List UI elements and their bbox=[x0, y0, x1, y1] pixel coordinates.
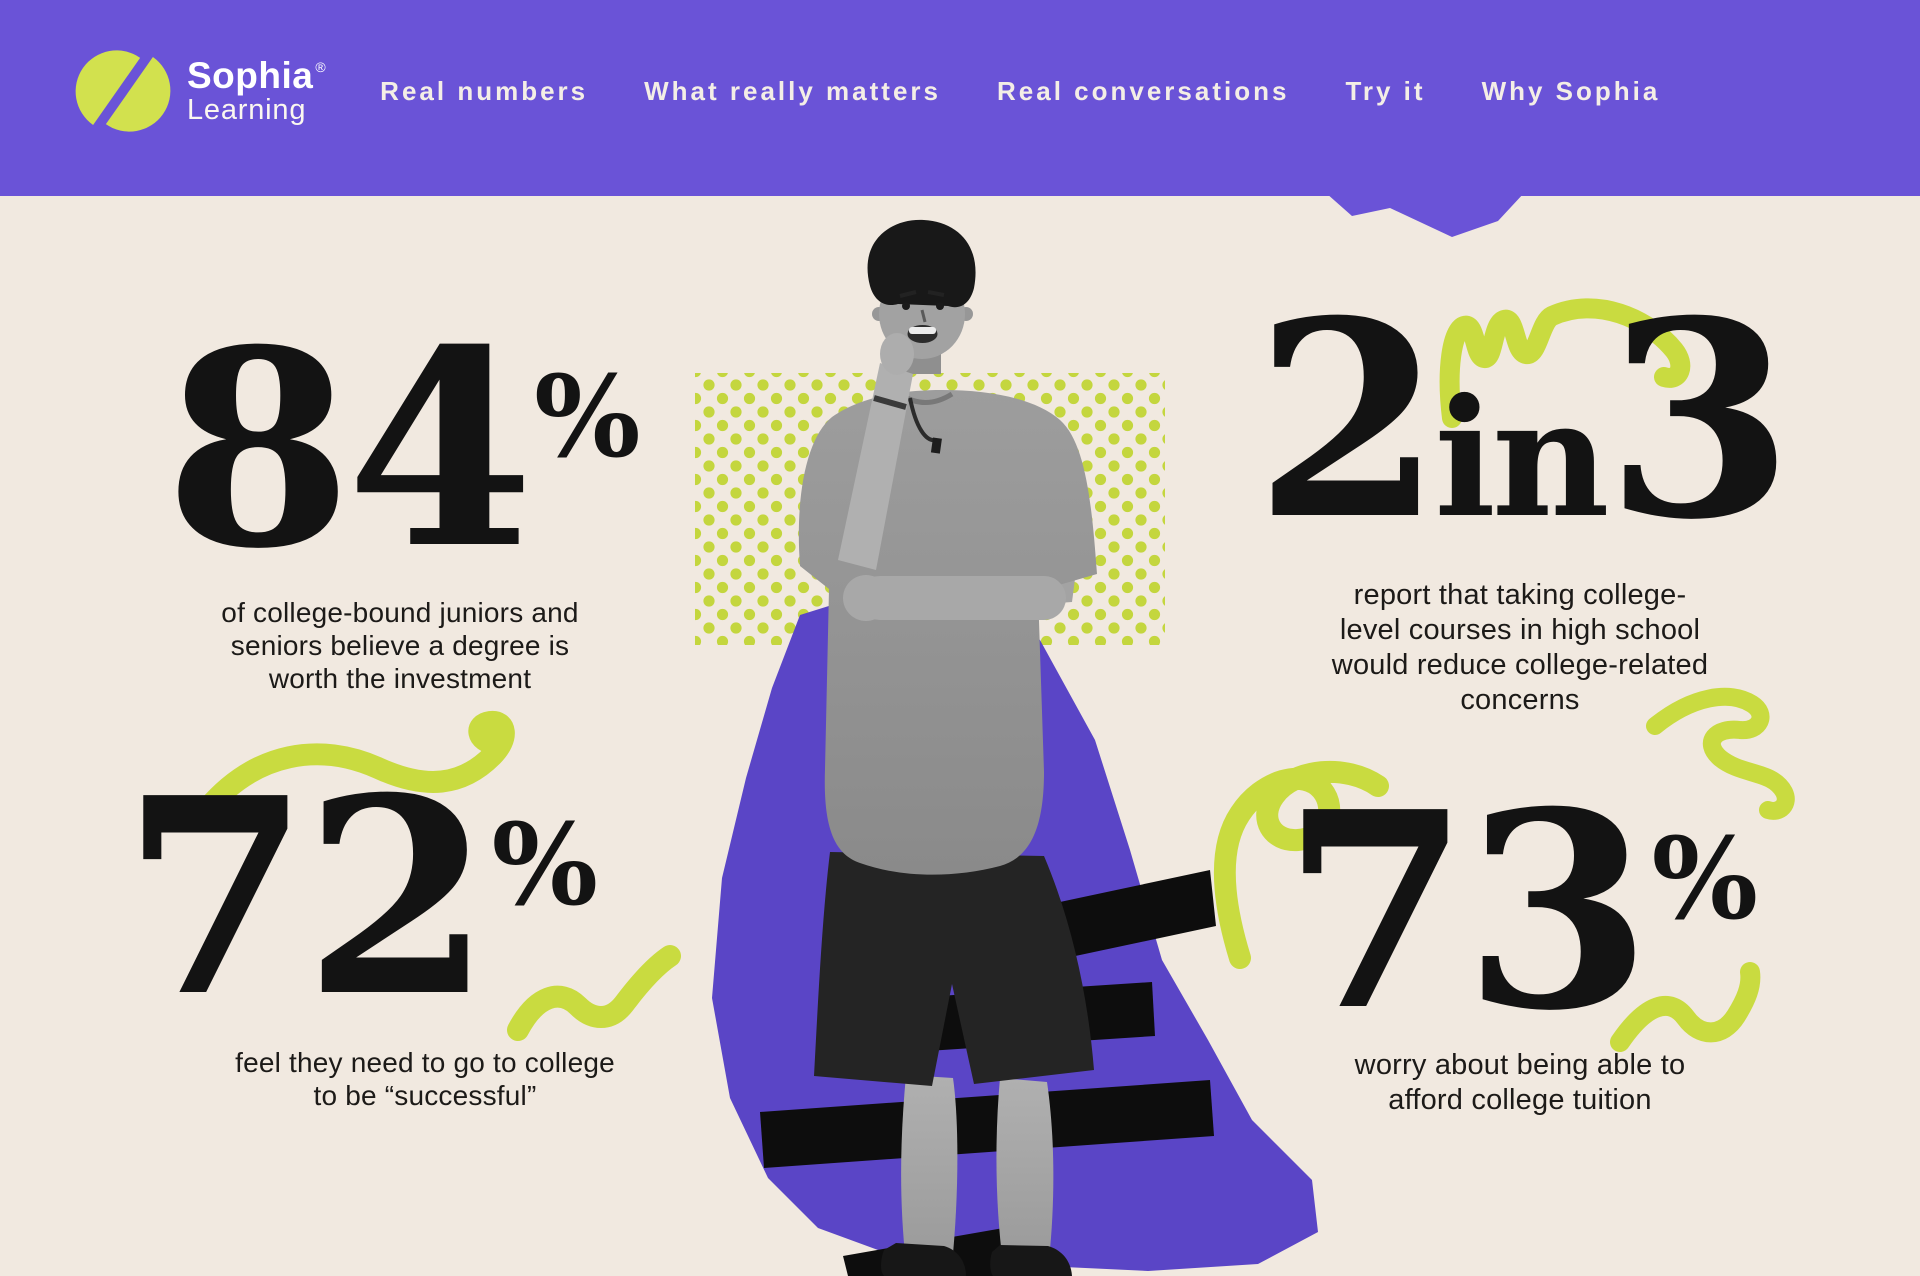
caption-line: of college-bound juniors and bbox=[221, 597, 579, 628]
stat-73-percent-sign: % bbox=[1651, 814, 1759, 945]
stat-72-caption: feel they need to go to college to be “s… bbox=[165, 1046, 685, 1112]
nav-try-it[interactable]: Try it bbox=[1345, 75, 1426, 106]
caption-line: worth the investment bbox=[268, 663, 532, 694]
nav-what-really-matters[interactable]: What really matters bbox=[644, 75, 941, 106]
stat-73-caption: worry about being able to afford college… bbox=[1265, 1048, 1775, 1118]
stat-2in3-first: 2 bbox=[1254, 261, 1442, 579]
purple-blob-shape bbox=[712, 585, 1318, 1271]
caption-line: would reduce college-related bbox=[1331, 649, 1709, 681]
main-nav: Real numbers What really matters Real co… bbox=[380, 76, 1660, 107]
caption-line: feel they need to go to college bbox=[235, 1047, 615, 1078]
header-blob-shape bbox=[1326, 193, 1524, 237]
stat-84-caption: of college-bound juniors and seniors bel… bbox=[160, 596, 640, 695]
stat-2in3-caption: report that taking college- level course… bbox=[1265, 578, 1775, 718]
stat-73-number: 73 bbox=[1281, 752, 1652, 1070]
sophia-logo-icon bbox=[75, 50, 171, 132]
stat-2in3-value: 2in3 bbox=[1250, 285, 1793, 555]
stat-72-value: 72% bbox=[100, 762, 620, 1032]
stat-84-percent-sign: % bbox=[534, 352, 641, 483]
caption-line: concerns bbox=[1460, 684, 1580, 716]
brand-logo[interactable]: Sophia ® Learning bbox=[75, 43, 327, 139]
nav-real-conversations[interactable]: Real conversations bbox=[997, 75, 1290, 106]
brand-subtitle: Learning bbox=[187, 93, 307, 126]
nav-why-sophia[interactable]: Why Sophia bbox=[1481, 75, 1661, 106]
stat-84-value: 84% bbox=[150, 314, 655, 584]
stat-72-number: 72 bbox=[121, 738, 492, 1056]
registered-mark: ® bbox=[315, 58, 327, 75]
caption-line: seniors believe a degree is bbox=[230, 630, 570, 661]
brand-logo-text: Sophia ® Learning bbox=[187, 54, 327, 126]
caption-line: to be “successful” bbox=[313, 1080, 537, 1111]
caption-line: report that taking college- bbox=[1353, 579, 1687, 611]
caption-line: level courses in high school bbox=[1339, 614, 1701, 646]
student-photo bbox=[798, 219, 1097, 1276]
caption-line: afford college tuition bbox=[1388, 1084, 1652, 1116]
stat-73-value: 73% bbox=[1270, 776, 1770, 1046]
site-header: Sophia ® Learning Real numbers What reall… bbox=[0, 0, 1920, 196]
stat-2in3-second: 3 bbox=[1605, 261, 1794, 579]
brand-name: Sophia bbox=[187, 54, 314, 96]
caption-line: worry about being able to bbox=[1354, 1049, 1686, 1081]
stat-2in3-in: in bbox=[1434, 364, 1609, 554]
black-bars bbox=[760, 870, 1216, 1276]
polka-dot-square bbox=[695, 373, 1165, 645]
stat-72-percent-sign: % bbox=[491, 800, 599, 931]
stat-84-number: 84 bbox=[164, 290, 534, 608]
nav-real-numbers[interactable]: Real numbers bbox=[380, 75, 589, 106]
